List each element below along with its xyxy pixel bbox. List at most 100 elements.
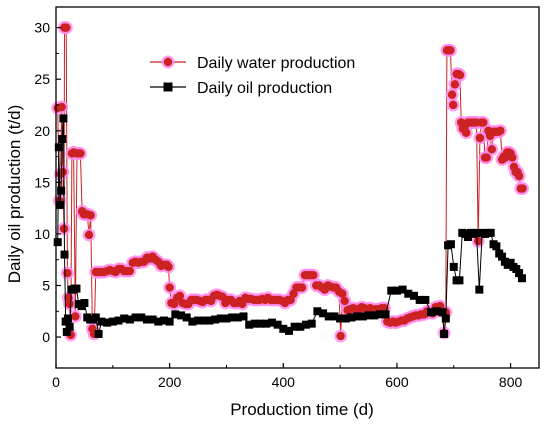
data-point [199,316,208,325]
data-point [256,319,265,328]
data-point [175,291,185,300]
data-point [284,326,293,335]
data-point [375,310,384,319]
data-point [53,238,62,247]
data-point [446,46,455,55]
data-point [250,319,259,328]
data-point [108,317,117,326]
data-point [341,314,350,323]
data-point [71,312,80,321]
data-point [438,308,447,317]
data-point [338,289,347,298]
x-tick-label: 800 [499,374,523,390]
y-tick-label: 25 [34,71,50,87]
data-point [446,240,455,249]
data-point [211,315,220,324]
data-point [279,324,288,333]
data-point [307,319,316,328]
data-point [177,311,186,320]
data-point [60,250,69,259]
data-point [62,23,71,32]
data-point [72,284,81,293]
data-point [309,270,318,280]
data-point [512,264,521,273]
data-point [409,291,418,300]
data-point [381,310,390,319]
data-point [492,242,501,251]
series-oil [53,114,526,338]
x-tick-label: 400 [272,374,296,390]
legend-swatch-oil-marker [163,82,173,92]
y-tick-label: 10 [34,226,50,242]
data-point [473,236,483,246]
data-point [86,211,95,220]
legend: Daily water production Daily oil product… [150,55,355,97]
data-point [358,312,367,321]
data-point [194,316,203,325]
data-point [76,149,85,158]
data-point [131,313,140,322]
data-point [80,299,89,308]
data-point [171,310,180,319]
data-point [228,313,237,322]
data-point [432,307,441,316]
data-point [421,295,430,304]
data-point [387,286,396,295]
data-point [94,329,103,338]
plot-area [51,21,530,343]
data-point [448,100,458,110]
data-point [440,329,449,338]
data-point [165,283,174,292]
legend-label-water: Daily water production [197,55,355,72]
data-point [216,314,225,323]
y-tick-label: 5 [42,277,50,293]
legend-entry-oil: Daily oil production [150,80,332,97]
data-point [475,133,485,143]
y-axis-label: Daily oil production (t/d) [5,105,24,284]
data-point [486,228,495,237]
data-point [114,316,123,325]
data-point [62,327,71,336]
data-point [475,285,484,294]
data-point [188,317,197,326]
data-point [455,70,465,80]
data-point [463,233,472,242]
data-point [54,143,63,152]
data-point [506,258,515,267]
data-point [398,285,407,294]
data-point [450,80,460,89]
data-point [498,252,507,261]
x-axis-label: Production time (d) [230,400,374,419]
data-point [154,317,163,326]
data-point [65,299,74,309]
data-point [319,309,328,318]
data-point [508,153,517,162]
y-tick-label: 0 [42,329,50,345]
data-point [273,320,282,329]
data-point [63,314,72,323]
data-point [336,314,345,323]
data-point [455,276,464,285]
data-point [313,307,322,316]
data-point [336,331,345,341]
data-point [415,295,424,304]
data-point [447,90,457,99]
data-point [239,312,248,321]
data-point [479,118,488,127]
data-point [364,311,373,320]
x-tick-label: 600 [385,374,409,390]
data-point [290,322,299,331]
data-point [58,167,68,177]
y-tick-label: 30 [34,20,50,36]
data-point [97,317,106,326]
data-point [517,274,526,283]
data-point [347,313,356,322]
data-point [182,313,191,322]
data-point [159,316,168,325]
data-point [55,201,64,210]
data-point [297,283,307,292]
data-point [462,128,471,138]
data-point [137,313,146,322]
data-point [515,269,524,278]
